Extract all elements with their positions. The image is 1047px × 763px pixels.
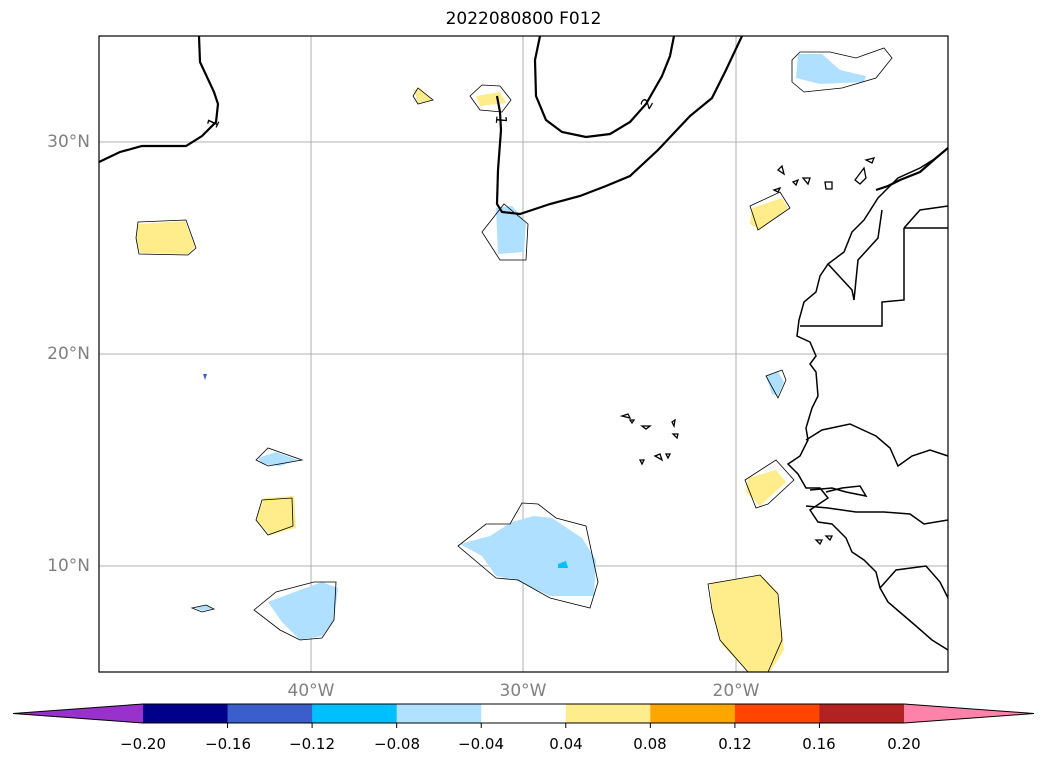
positive-patch [750,198,788,230]
outline [469,84,512,113]
negative-patch [496,206,526,254]
negative-patch [203,374,207,380]
outline [457,502,599,609]
colorbar-cell [481,704,567,723]
cape-verde-island [671,418,676,429]
plot-frame [98,35,949,673]
negative-patch [268,582,338,640]
outline [255,447,304,467]
colorbar-tick: −0.20 [120,735,166,753]
islands [619,157,876,546]
lon-label-40w: 40°W [287,681,335,701]
colorbar-cell [143,704,229,723]
negative-patch [460,516,596,596]
outline [744,459,795,509]
cape-verde-island [638,459,646,466]
canary-island [801,177,811,186]
colorbar-extend-high [904,704,1034,723]
colorbar-cell [312,704,398,723]
map-plot: 1 1 2 [98,35,949,673]
lat-label-30: 30°N [47,132,90,152]
colorbar-extend-low [13,704,143,723]
negative-patch [558,561,568,568]
lon-label-30w: 30°W [499,681,547,701]
colorbar-tick: 0.08 [633,735,667,753]
coastline-gulf [809,485,868,498]
positive-patch [256,496,296,535]
bissagos-island [824,535,834,542]
chart-title: 2022080800 F012 [445,9,602,29]
lat-label-10: 10°N [47,556,90,576]
colorbar-tick: 0.04 [549,735,583,753]
colorbar-tick: 0.12 [718,735,752,753]
cape-verde-island [653,453,664,462]
cape-verde-island [628,419,636,425]
outline [253,581,337,641]
border-line [800,205,949,327]
outline [255,497,294,536]
cape-verde-island [664,453,672,460]
colorbar-cells [12,703,1035,728]
contour-line-1-west [98,35,220,163]
coastline-africa [786,147,949,651]
contour-line-2 [875,147,949,192]
coastlines [786,147,949,651]
outline [749,191,791,231]
outline [412,87,434,105]
positive-patch [710,575,784,672]
contour-label: 1 [492,114,511,125]
canary-island [864,157,876,164]
contour-lines [98,35,949,216]
positive-patch [136,221,195,254]
cape-verde-island [619,413,632,419]
lat-label-20: 20°N [47,344,90,364]
colorbar-tick: −0.04 [458,735,504,753]
negative-patch [796,54,866,84]
colorbar-cell [734,704,820,723]
positive-patch [476,92,506,106]
canary-island [854,166,867,185]
colorbar-cell [650,704,736,723]
outline [190,604,216,613]
cape-verde-island [671,433,679,440]
colorbar-tick: −0.08 [374,735,420,753]
coastline-gambia [805,505,949,525]
colorbar-tick: −0.16 [205,735,251,753]
colorbar-outline [12,703,1035,724]
cape-verde-island [640,425,652,430]
colorbar-tick: 0.20 [887,735,921,753]
bissagos-island [814,539,824,546]
filled-contours [136,54,866,672]
contour-line-1-mid [495,35,743,216]
positive-patch [746,470,786,506]
colorbar-cell [819,704,905,723]
canary-island [776,164,786,176]
colorbar-cell [565,704,651,723]
outline [791,47,893,93]
lon-label-20w: 20°W [712,681,760,701]
colorbar-cell [396,704,482,723]
coastline-bay [805,423,949,468]
colorbar-tick: 0.16 [802,735,836,753]
contour-label: 1 [203,115,223,131]
colorbar-cell [227,704,313,723]
outline [765,369,787,399]
outline [135,219,197,256]
border-line [879,565,949,599]
border-line [827,209,883,301]
canary-island [791,178,800,187]
colorbar-tick: −0.12 [289,735,335,753]
canary-island [772,186,782,193]
contour-line-1-east [533,35,676,139]
canary-island [824,181,833,190]
negative-patch [766,372,784,396]
positive-patch [414,88,432,103]
